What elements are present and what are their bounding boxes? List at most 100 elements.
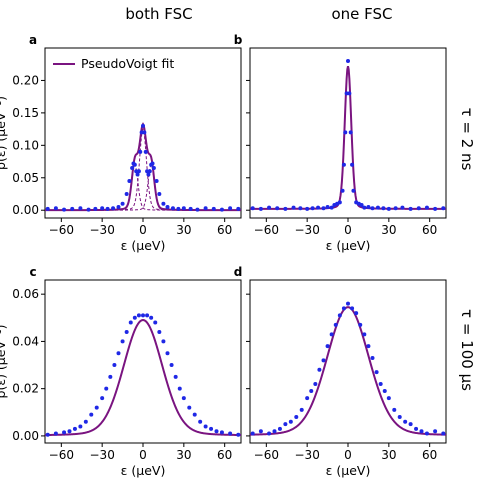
data-point	[283, 422, 288, 427]
data-point	[157, 191, 162, 196]
data-point	[177, 386, 182, 391]
y-tick-label: 0.04	[12, 334, 39, 348]
x-tick-label: 30	[381, 448, 396, 462]
data-point	[188, 206, 193, 211]
data-point	[340, 188, 345, 193]
x-axis-label: ε (μeV)	[121, 463, 166, 478]
panels: a −60 −30 0 30 60 0.00 0.05 0.10 0.15 0.20 ε (μeV) p…	[0, 33, 447, 478]
y-tick-label: 0.02	[12, 382, 39, 396]
data-point	[362, 205, 367, 210]
data-point	[45, 432, 50, 437]
y-axis-label: p(ε) (μeV⁻¹)	[0, 96, 8, 170]
data-point	[378, 381, 383, 386]
data-point	[120, 201, 125, 206]
data-point	[67, 429, 72, 434]
data-point	[78, 206, 83, 211]
x-tick-label: 0	[139, 223, 147, 237]
data-point	[127, 179, 132, 184]
data-point	[310, 206, 315, 211]
data-point	[291, 205, 296, 210]
data-point	[112, 363, 117, 368]
data-point	[141, 313, 145, 318]
panel-letter: c	[29, 265, 36, 279]
panel-a: a −60 −30 0 30 60 0.00 0.05 0.10 0.15 0.20 ε (μeV) p…	[0, 33, 242, 253]
y-tick-label: 0.10	[12, 138, 39, 152]
data-point	[124, 191, 129, 196]
x-tick-label: 60	[422, 223, 437, 237]
data-point	[392, 407, 397, 412]
data-point	[153, 320, 158, 325]
data-point	[354, 311, 359, 316]
data-point	[258, 206, 263, 211]
panel-c: c −60 −30 0 30 60 0.00 0.02 0.04 0.06 ε (μeV) p(ε) …	[0, 265, 242, 478]
x-tick-label: −30	[90, 448, 115, 462]
data-point	[370, 206, 375, 211]
y-tick-label: 0.20	[12, 73, 39, 87]
data-point	[393, 206, 398, 211]
panel-b: b −60 −30 0 30 60 ε (μeV)	[234, 33, 447, 253]
data-point	[203, 424, 208, 429]
x-tick-label: −30	[295, 448, 320, 462]
x-axis-label: ε (μeV)	[121, 238, 166, 253]
data-point	[94, 405, 99, 410]
data-point	[70, 206, 75, 211]
data-point	[346, 301, 350, 306]
data-point	[236, 206, 241, 211]
data-point	[343, 130, 348, 135]
data-point	[275, 206, 280, 211]
data-point	[93, 206, 98, 211]
x-tick-label: 30	[176, 448, 191, 462]
data-point	[351, 188, 356, 193]
data-point	[350, 306, 355, 311]
x-tick-label: −60	[254, 223, 279, 237]
data-point	[53, 206, 58, 211]
data-point	[350, 162, 355, 167]
data-point	[135, 172, 140, 177]
data-point	[386, 396, 391, 401]
fit-component-line	[45, 163, 241, 211]
data-point	[104, 386, 109, 391]
data-point	[147, 169, 152, 174]
data-point	[250, 431, 255, 436]
data-point	[181, 206, 186, 211]
data-point	[298, 206, 303, 211]
x-tick-label: −60	[49, 448, 74, 462]
x-axis-label: ε (μeV)	[326, 238, 371, 253]
data-point	[441, 431, 446, 436]
data-point	[150, 161, 155, 166]
data-point	[209, 426, 214, 431]
data-point	[333, 322, 338, 327]
y-tick-label: 0.05	[12, 171, 39, 185]
data-point	[161, 339, 166, 344]
data-point	[416, 206, 421, 211]
data-point	[305, 206, 310, 211]
data-point	[316, 205, 321, 210]
data-point	[124, 329, 129, 334]
data-point	[424, 431, 429, 436]
data-point	[366, 204, 371, 209]
data-point	[176, 206, 181, 211]
data-point	[236, 432, 241, 437]
data-point	[408, 422, 413, 427]
data-point	[305, 396, 310, 401]
data-point	[219, 430, 224, 435]
data-point	[400, 205, 405, 210]
data-point	[403, 419, 408, 424]
data-point	[89, 412, 94, 417]
panel-d: d −60 −30 0 30 60 ε (μeV)	[234, 265, 447, 478]
data-point	[433, 429, 438, 434]
plot-frame	[44, 279, 242, 444]
x-tick-label: 30	[176, 223, 191, 237]
data-point	[120, 339, 125, 344]
y-tick-label: 0.15	[12, 106, 39, 120]
data-point	[214, 429, 219, 434]
data-point	[321, 358, 326, 363]
data-point	[441, 206, 446, 211]
data-point	[288, 419, 293, 424]
column-title-both-fsc: both FSC	[125, 5, 192, 23]
data-point	[386, 206, 391, 211]
data-point	[299, 407, 304, 412]
x-tick-label: 30	[381, 223, 396, 237]
data-point	[375, 205, 380, 210]
